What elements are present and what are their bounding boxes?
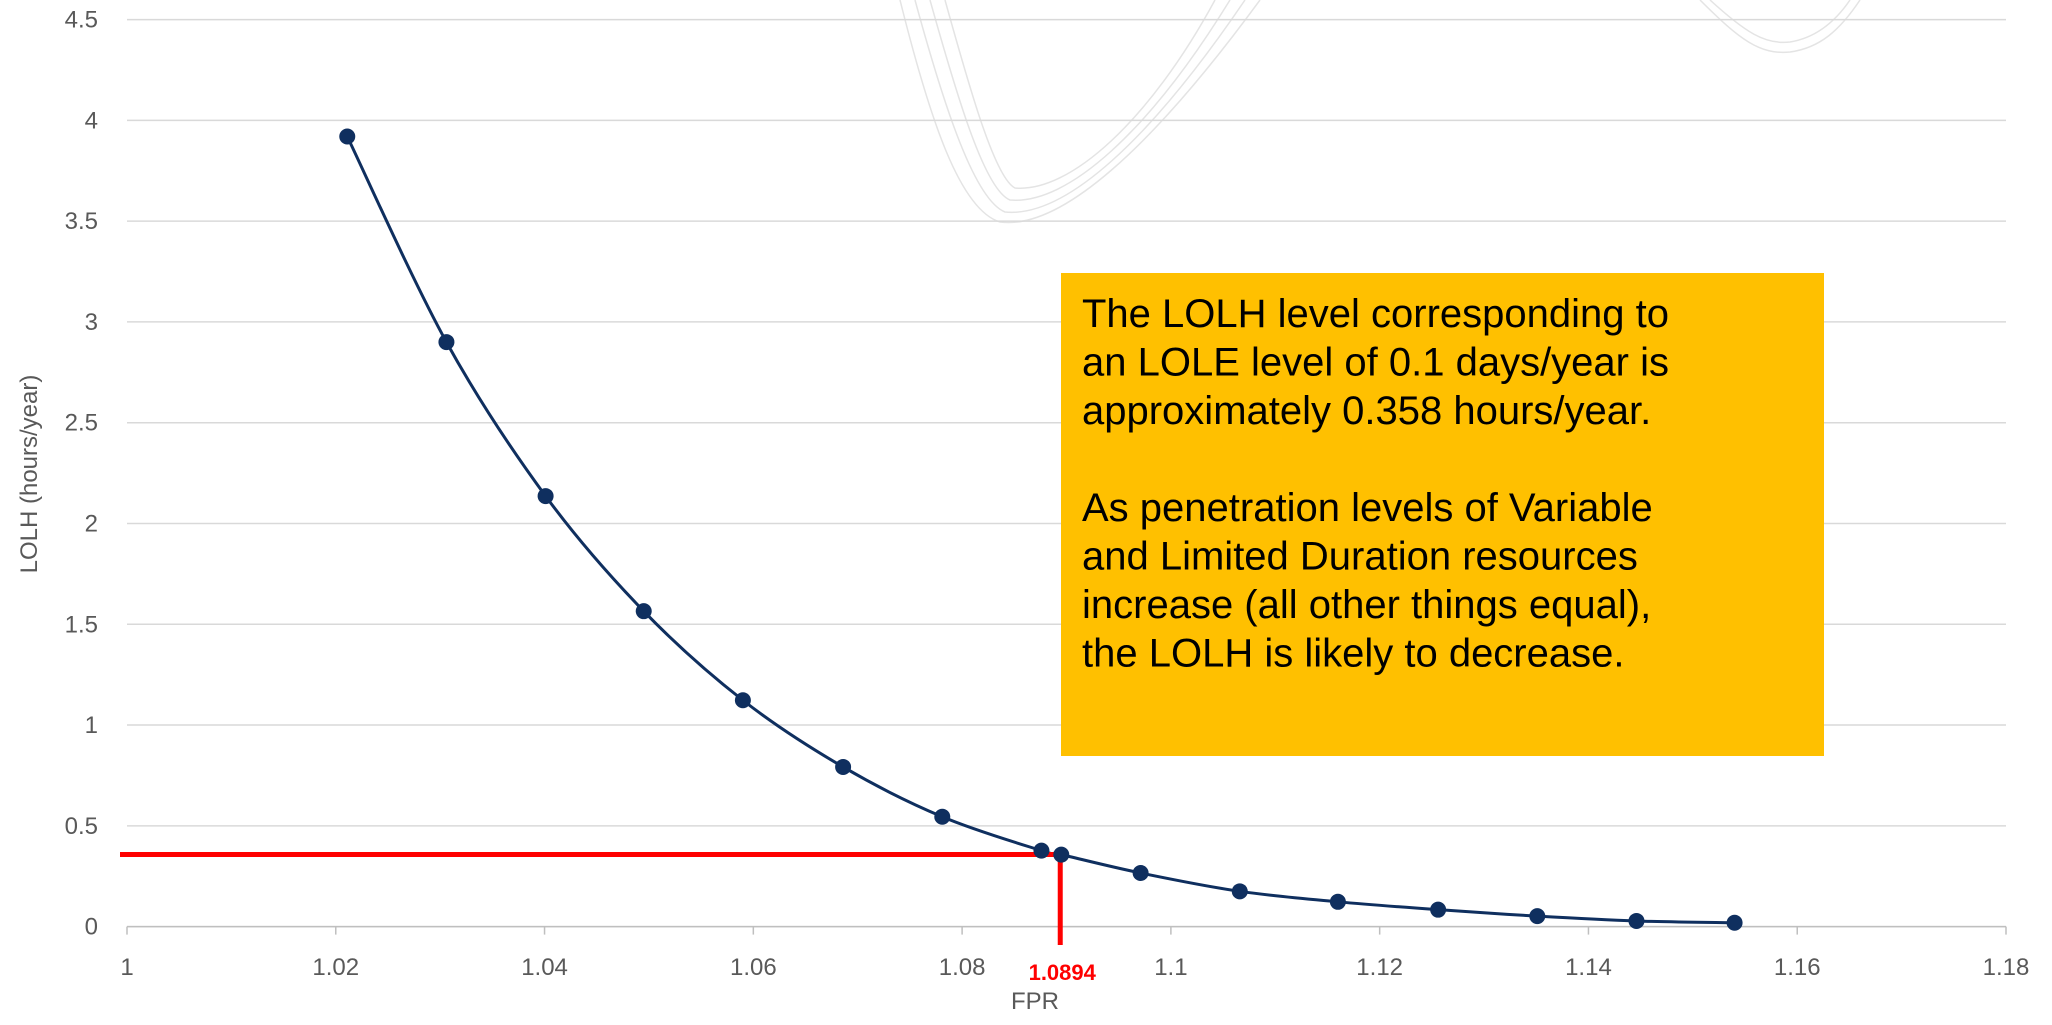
- annotation-text: increase (all other things equal),: [1082, 583, 1651, 627]
- x-tick-label: 1.1: [1154, 954, 1187, 981]
- y-tick-label: 2.5: [65, 410, 98, 437]
- data-point: [1232, 883, 1248, 899]
- data-point: [1727, 915, 1743, 931]
- data-point: [1133, 865, 1149, 881]
- data-point: [538, 488, 554, 504]
- data-point: [835, 759, 851, 775]
- annotation-text: the LOLH is likely to decrease.: [1082, 632, 1624, 676]
- y-tick-label: 2: [85, 510, 98, 537]
- annotation-text: and Limited Duration resources: [1082, 535, 1638, 579]
- annotation-text: an LOLE level of 0.1 days/year is: [1082, 341, 1669, 385]
- y-tick-label: 0: [85, 914, 98, 941]
- page: {"chart_data": {"type": "line", "x_label…: [0, 0, 2052, 1025]
- y-tick-label: 3: [85, 309, 98, 336]
- data-point: [1628, 913, 1644, 929]
- data-point: [735, 692, 751, 708]
- data-point: [636, 603, 652, 619]
- y-tick-label: 1: [85, 712, 98, 739]
- x-axis-title: FPR: [1011, 988, 1059, 1015]
- background-decoration: [900, 0, 1860, 223]
- x-tick-label: 1.06: [730, 954, 777, 981]
- annotation-text: approximately 0.358 hours/year.: [1082, 389, 1651, 433]
- data-point: [1033, 843, 1049, 859]
- y-tick-label: 4: [85, 107, 98, 134]
- data-point: [934, 809, 950, 825]
- x-tick-label: 1.12: [1356, 954, 1403, 981]
- chart: FPR LOLH (hours/year) 0 0.5 1 1.5 2 2.5 3 3.5 4 4…: [0, 0, 2052, 1025]
- x-tick-label: 1.04: [521, 954, 568, 981]
- annotation-text: As penetration levels of Variable: [1082, 486, 1653, 530]
- y-tick-label: 1.5: [65, 611, 98, 638]
- y-tick-label: 4.5: [65, 7, 98, 34]
- data-point: [1053, 847, 1069, 863]
- x-tick-label: 1: [120, 954, 133, 981]
- y-axis-title: LOLH (hours/year): [16, 375, 43, 574]
- x-tick-label: 1.14: [1565, 954, 1612, 981]
- annotation-text: The LOLH level corresponding to: [1082, 292, 1669, 336]
- data-point: [1330, 894, 1346, 910]
- data-point: [339, 129, 355, 145]
- y-tick-label: 0.5: [65, 813, 98, 840]
- x-tick-label: 1.16: [1774, 954, 1821, 981]
- data-point: [1430, 902, 1446, 918]
- x-tick-label: 1.08: [939, 954, 986, 981]
- data-point: [438, 334, 454, 350]
- reference-label: 1.0894: [1029, 960, 1097, 985]
- data-point: [1529, 908, 1545, 924]
- x-tick-label: 1.18: [1983, 954, 2030, 981]
- x-tick-label: 1.02: [312, 954, 359, 981]
- y-tick-label: 3.5: [65, 208, 98, 235]
